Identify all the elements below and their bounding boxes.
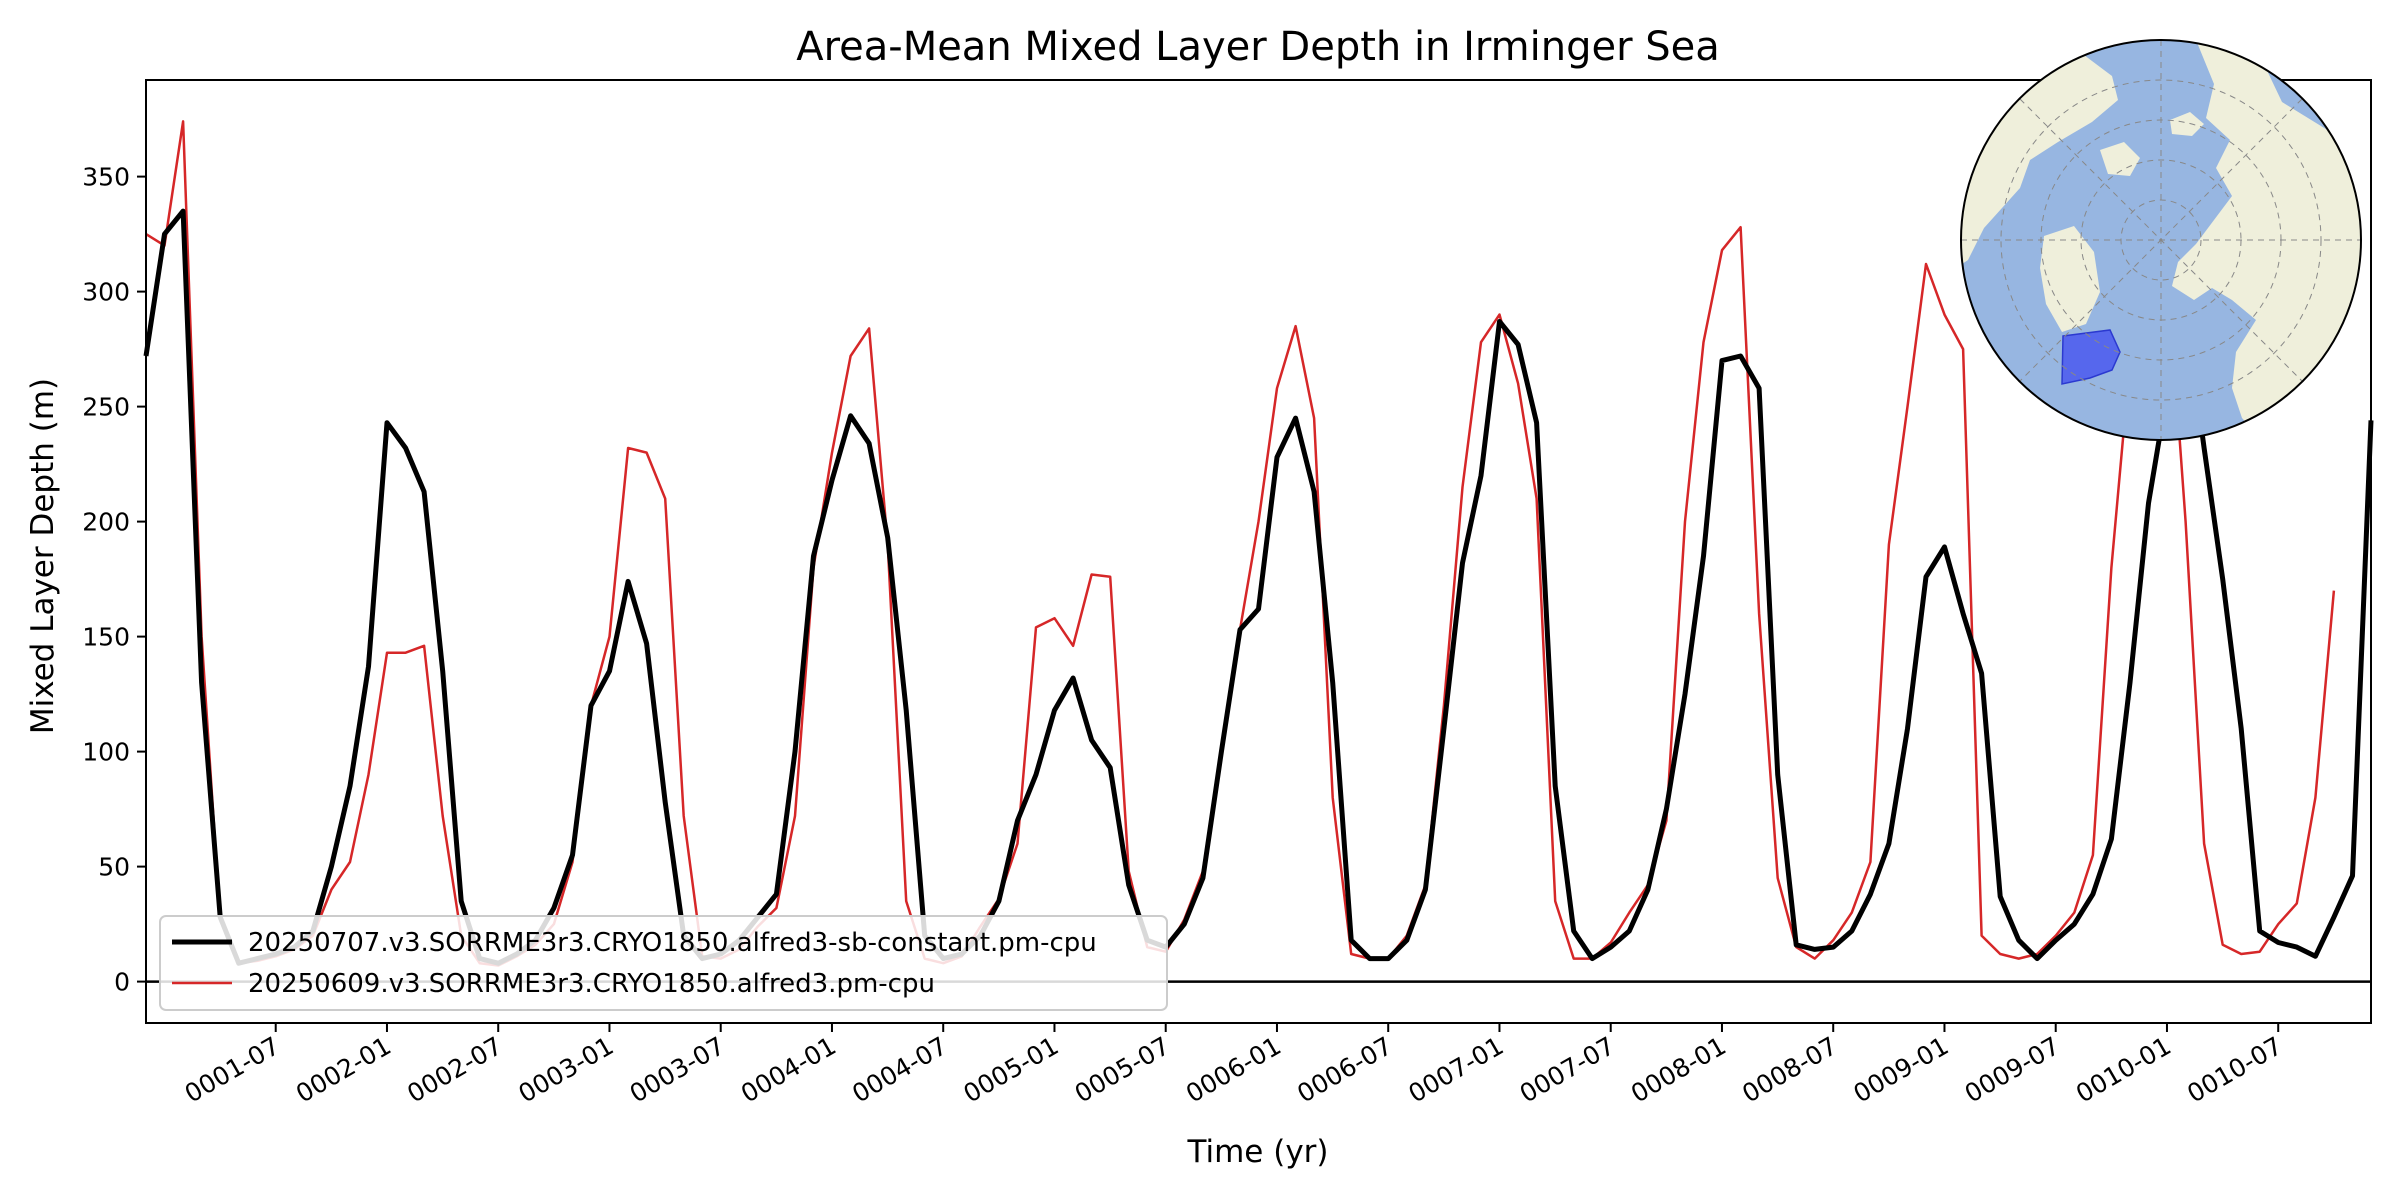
y-tick-label: 350 bbox=[82, 163, 130, 192]
chart-title: Area-Mean Mixed Layer Depth in Irminger … bbox=[796, 24, 1720, 70]
legend-frame bbox=[159, 915, 1168, 1011]
legend: 20250707.v3.SORRME3r3.CRYO1850.alfred3-s… bbox=[159, 915, 1168, 1011]
plot-frame bbox=[145, 79, 2372, 1024]
y-tick-label: 150 bbox=[82, 623, 130, 652]
map-outline bbox=[1960, 39, 2362, 441]
map-graticule bbox=[1961, 40, 2361, 440]
y-tick-label: 300 bbox=[82, 278, 130, 307]
x-axis-label: Time (yr) bbox=[1187, 1134, 1329, 1170]
y-tick-label: 50 bbox=[98, 853, 130, 882]
land-greenland bbox=[2040, 226, 2100, 332]
y-tick-label: 0 bbox=[114, 968, 130, 997]
land-arctic-islands bbox=[2100, 112, 2204, 176]
irminger-sea-region bbox=[2061, 329, 2121, 385]
y-axis-label: Mixed Layer Depth (m) bbox=[25, 378, 61, 734]
legend-label-series-1: 20250707.v3.SORRME3r3.CRYO1850.alfred3-s… bbox=[248, 928, 1097, 958]
y-tick-label: 250 bbox=[82, 393, 130, 422]
legend-label-series-2: 20250609.v3.SORRME3r3.CRYO1850.alfred3.p… bbox=[248, 969, 935, 999]
y-tick-label: 100 bbox=[82, 738, 130, 767]
y-tick-label: 200 bbox=[82, 508, 130, 537]
y-axis-ticks: 0 50 100 150 200 250 300 350 bbox=[82, 163, 146, 997]
